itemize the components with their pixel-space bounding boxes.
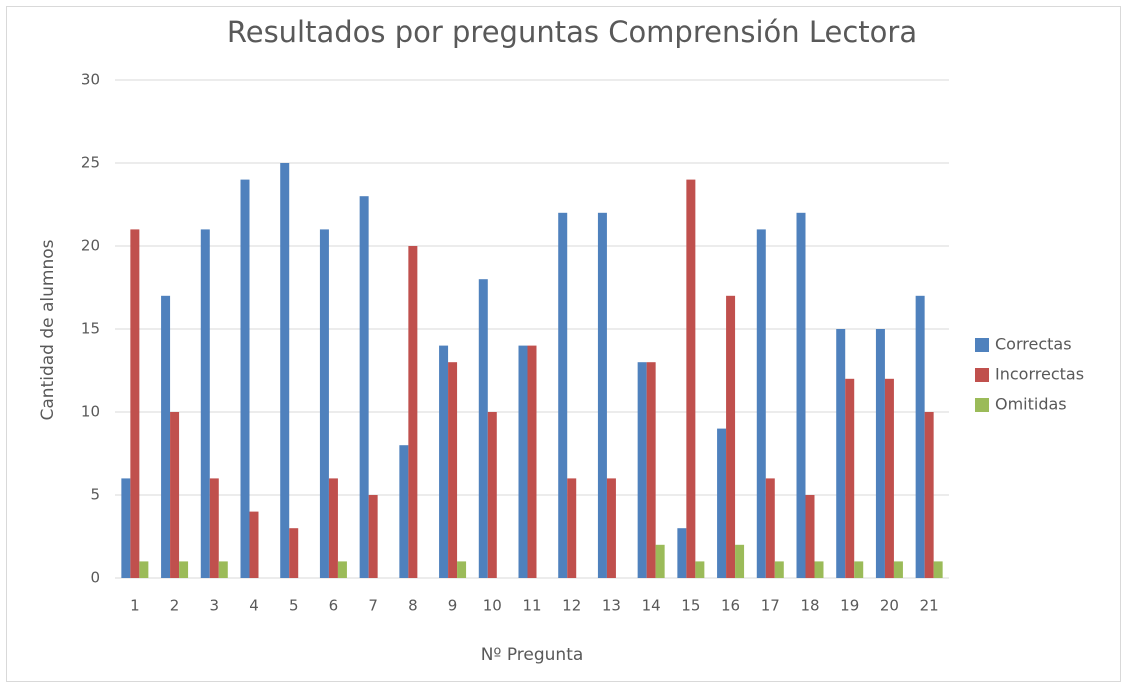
y-axis-label: Cantidad de alumnos	[38, 239, 58, 420]
x-tick-label: 13	[602, 597, 621, 615]
bar	[337, 561, 347, 578]
y-tick-label: 0	[90, 569, 100, 587]
bar	[399, 445, 409, 578]
bar	[408, 246, 418, 578]
legend-label: Correctas	[995, 335, 1072, 354]
bar	[735, 544, 745, 578]
bar	[695, 561, 705, 578]
x-tick-label: 9	[448, 597, 458, 615]
chart-title: Resultados por preguntas Comprensión Lec…	[227, 15, 917, 49]
bar	[597, 212, 607, 579]
x-tick-label: 3	[210, 597, 220, 615]
x-tick-label: 17	[761, 597, 780, 615]
x-tick-label: 1	[130, 597, 140, 615]
bar	[218, 561, 228, 578]
x-tick-label: 18	[800, 597, 819, 615]
bar	[884, 378, 894, 578]
bar	[717, 428, 727, 578]
bar	[765, 478, 775, 578]
x-tick-label: 11	[522, 597, 541, 615]
bar	[893, 561, 903, 578]
bar	[805, 495, 815, 578]
bar	[161, 295, 171, 578]
x-tick-label: 14	[642, 597, 661, 615]
x-tick-label: 10	[483, 597, 502, 615]
y-tick-label: 25	[81, 154, 100, 172]
x-tick-label: 5	[289, 597, 299, 615]
x-tick-label: 16	[721, 597, 740, 615]
bar	[637, 362, 647, 578]
bar	[606, 478, 616, 578]
bar	[655, 544, 665, 578]
bar	[240, 179, 250, 578]
x-tick-label: 15	[681, 597, 700, 615]
bar	[924, 412, 934, 578]
bar	[487, 412, 497, 578]
bar	[179, 561, 189, 578]
bar	[518, 345, 528, 578]
y-tick-label: 10	[81, 403, 100, 421]
legend-label: Incorrectas	[995, 365, 1084, 384]
bar	[845, 378, 855, 578]
bar	[457, 561, 467, 578]
bar	[567, 478, 577, 578]
bar	[915, 295, 925, 578]
x-tick-label: 7	[368, 597, 378, 615]
y-tick-label: 5	[90, 486, 100, 504]
x-tick-label: 21	[920, 597, 939, 615]
x-tick-label: 4	[249, 597, 259, 615]
bar	[249, 511, 259, 578]
bar	[448, 362, 458, 578]
bar	[774, 561, 784, 578]
x-tick-label: 2	[170, 597, 180, 615]
bar	[478, 279, 488, 578]
bar	[527, 345, 537, 578]
bar	[170, 412, 180, 578]
legend-swatch	[975, 338, 989, 352]
bar	[280, 163, 290, 578]
x-tick-label: 8	[408, 597, 418, 615]
x-tick-label: 19	[840, 597, 859, 615]
bar	[200, 229, 210, 578]
bar	[836, 329, 846, 578]
bar	[328, 478, 338, 578]
bar	[875, 329, 885, 578]
bar	[209, 478, 219, 578]
bar	[646, 362, 656, 578]
bar	[139, 561, 149, 578]
legend-swatch	[975, 398, 989, 412]
bar	[677, 528, 687, 578]
x-tick-label: 12	[562, 597, 581, 615]
bar	[439, 345, 449, 578]
bar	[121, 478, 131, 578]
bar	[686, 179, 696, 578]
bar	[756, 229, 766, 578]
legend-label: Omitidas	[995, 395, 1067, 414]
bar	[814, 561, 824, 578]
x-tick-label: 6	[329, 597, 339, 615]
x-tick-label: 20	[880, 597, 899, 615]
bar	[319, 229, 329, 578]
y-tick-label: 15	[81, 320, 100, 338]
bar	[933, 561, 943, 578]
y-tick-label: 20	[81, 237, 100, 255]
y-tick-label: 30	[81, 71, 100, 89]
bar	[558, 212, 568, 579]
bar	[289, 528, 299, 578]
bar	[368, 495, 378, 578]
bar	[359, 196, 369, 578]
bar	[854, 561, 864, 578]
x-axis-label: Nº Pregunta	[481, 645, 584, 665]
bar	[726, 295, 736, 578]
legend-swatch	[975, 368, 989, 382]
bar	[796, 212, 806, 579]
bar	[130, 229, 140, 578]
